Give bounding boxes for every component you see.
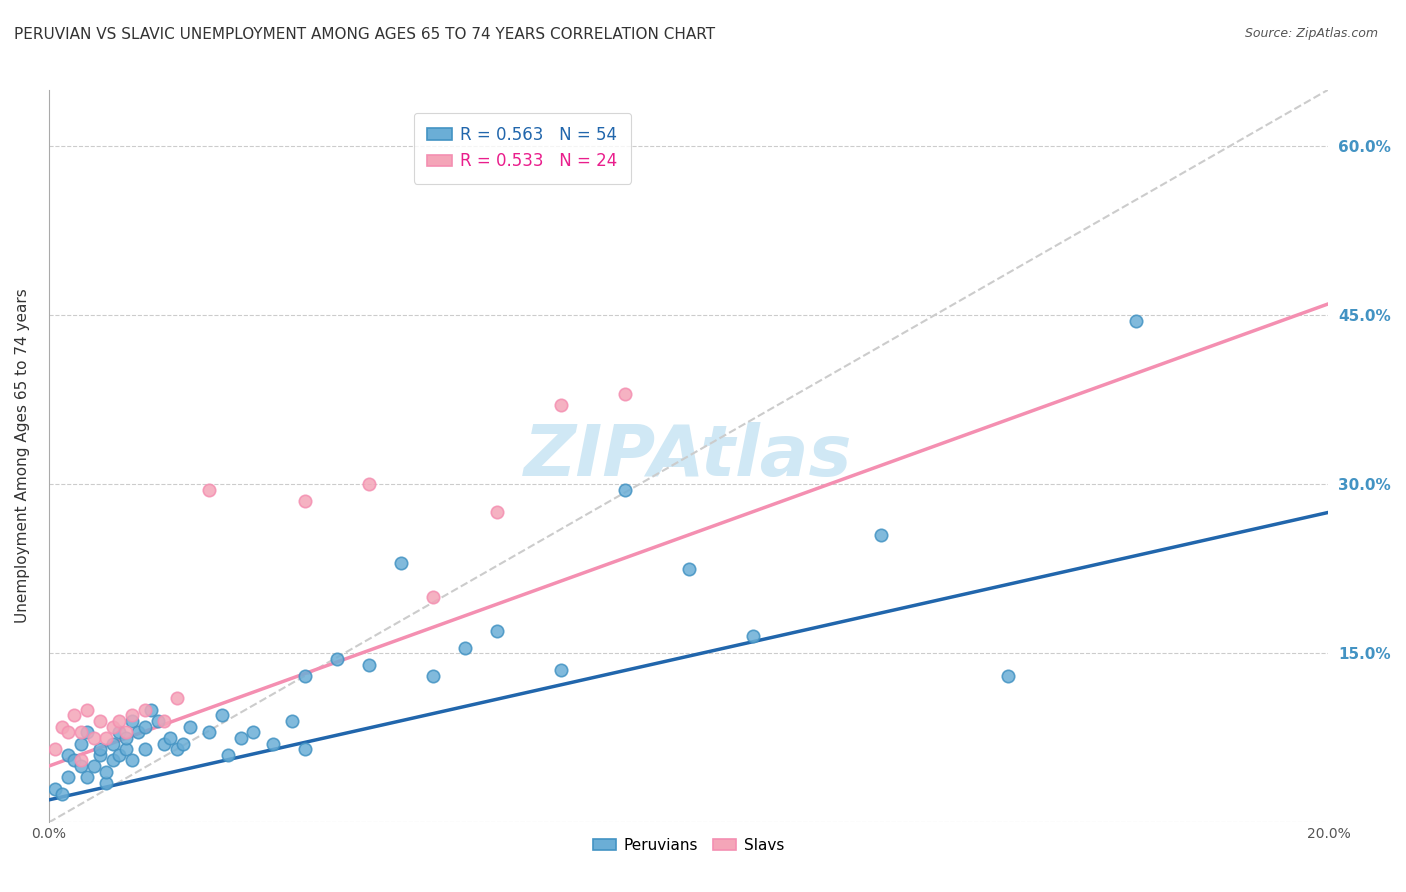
Point [121,708,143,723]
Y-axis label: Unemployment Among Ages 65 to 74 years: Unemployment Among Ages 65 to 74 years [15,289,30,624]
Point [69,737,91,751]
Point [153,714,176,728]
Point [101,737,124,751]
Point [294,494,316,508]
Point [294,669,316,683]
Point [63,754,86,768]
Point [485,505,508,519]
Point [211,708,233,723]
Point [76,770,98,784]
Point [101,754,124,768]
Point [550,398,572,412]
Point [453,640,475,655]
Point [172,737,194,751]
Point [121,754,143,768]
Point [69,754,91,768]
Point [869,528,891,542]
Point [134,703,156,717]
Point [108,714,131,728]
Point [357,477,380,491]
Text: PERUVIAN VS SLAVIC UNEMPLOYMENT AMONG AGES 65 TO 74 YEARS CORRELATION CHART: PERUVIAN VS SLAVIC UNEMPLOYMENT AMONG AG… [14,27,716,42]
Point [56,770,79,784]
Point [613,387,636,401]
Point [357,657,380,672]
Point [389,556,412,570]
Point [422,590,444,604]
Text: ZIPAtlas: ZIPAtlas [524,422,853,491]
Point [114,725,136,739]
Point [197,725,219,739]
Point [166,742,188,756]
Point [96,776,118,790]
Point [101,720,124,734]
Point [89,714,111,728]
Point [96,764,118,779]
Point [229,731,252,745]
Point [63,708,86,723]
Point [51,720,73,734]
Point [89,742,111,756]
Point [422,669,444,683]
Point [139,703,162,717]
Legend: R = 0.563   N = 54, R = 0.533   N = 24: R = 0.563 N = 54, R = 0.533 N = 24 [413,112,631,184]
Point [83,759,105,773]
Point [83,731,105,745]
Point [76,725,98,739]
Point [217,747,239,762]
Point [997,669,1019,683]
Point [56,725,79,739]
Point [114,731,136,745]
Point [550,663,572,677]
Point [325,652,347,666]
Point [51,787,73,801]
Point [1125,314,1147,328]
Point [294,742,316,756]
Point [678,562,700,576]
Point [44,742,66,756]
Point [69,725,91,739]
Point [76,703,98,717]
Point [89,747,111,762]
Point [69,759,91,773]
Point [146,714,169,728]
Point [134,742,156,756]
Point [153,737,176,751]
Point [262,737,284,751]
Text: Source: ZipAtlas.com: Source: ZipAtlas.com [1244,27,1378,40]
Point [159,731,181,745]
Point [108,725,131,739]
Point [108,747,131,762]
Point [56,747,79,762]
Point [242,725,264,739]
Point [134,720,156,734]
Point [166,691,188,706]
Point [741,629,763,643]
Point [44,781,66,796]
Point [114,742,136,756]
Point [179,720,201,734]
Point [96,731,118,745]
Point [613,483,636,497]
Point [485,624,508,638]
Point [127,725,149,739]
Point [197,483,219,497]
Point [281,714,304,728]
Point [121,714,143,728]
